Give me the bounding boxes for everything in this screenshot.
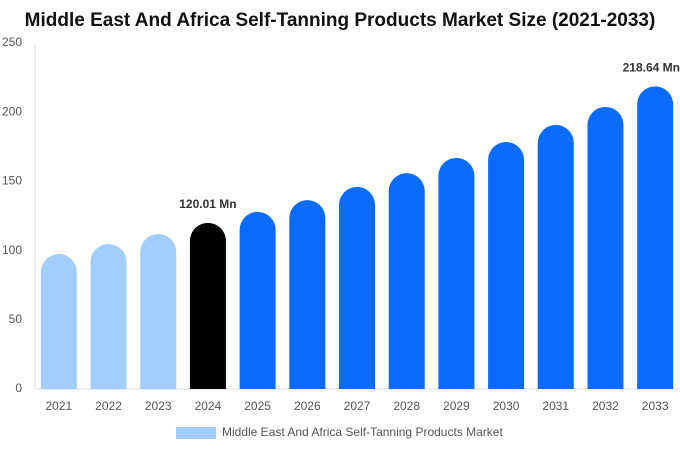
x-tick-label: 2033	[642, 399, 669, 413]
bar	[40, 254, 77, 389]
bar	[189, 222, 226, 389]
bar	[239, 211, 276, 389]
bar	[637, 86, 674, 390]
bar	[587, 106, 624, 390]
bar	[140, 233, 177, 389]
bar	[438, 157, 475, 389]
x-tick-label: 2029	[443, 399, 470, 413]
bar	[537, 124, 574, 389]
x-tick-label: 2022	[95, 399, 122, 413]
legend-swatch	[176, 427, 216, 439]
x-tick-label: 2030	[493, 399, 520, 413]
x-tick-label: 2021	[45, 399, 72, 413]
x-tick-label: 2026	[294, 399, 321, 413]
y-tick-label: 200	[2, 104, 22, 118]
chart-title: Middle East And Africa Self-Tanning Prod…	[25, 10, 656, 31]
x-tick-label: 2027	[344, 399, 371, 413]
y-tick-label: 0	[15, 381, 22, 395]
bar	[289, 200, 326, 389]
bar	[488, 141, 525, 389]
y-tick-label: 50	[9, 312, 23, 326]
x-tick-label: 2031	[542, 399, 569, 413]
y-tick-label: 150	[2, 174, 22, 188]
x-tick-label: 2023	[145, 399, 172, 413]
bar	[339, 186, 375, 389]
x-tick-label: 2025	[244, 399, 271, 413]
bar	[388, 173, 425, 389]
bar	[90, 243, 127, 389]
y-tick-label: 100	[2, 243, 22, 257]
legend-label: Middle East And Africa Self-Tanning Prod…	[222, 425, 503, 439]
x-tick-label: 2028	[393, 399, 420, 413]
y-tick-label: 250	[2, 35, 22, 49]
x-tick-label: 2024	[195, 399, 222, 413]
value-label: 120.01 Mn	[179, 197, 236, 211]
x-tick-label: 2032	[592, 399, 619, 413]
value-label: 218.64 Mn	[623, 61, 680, 75]
